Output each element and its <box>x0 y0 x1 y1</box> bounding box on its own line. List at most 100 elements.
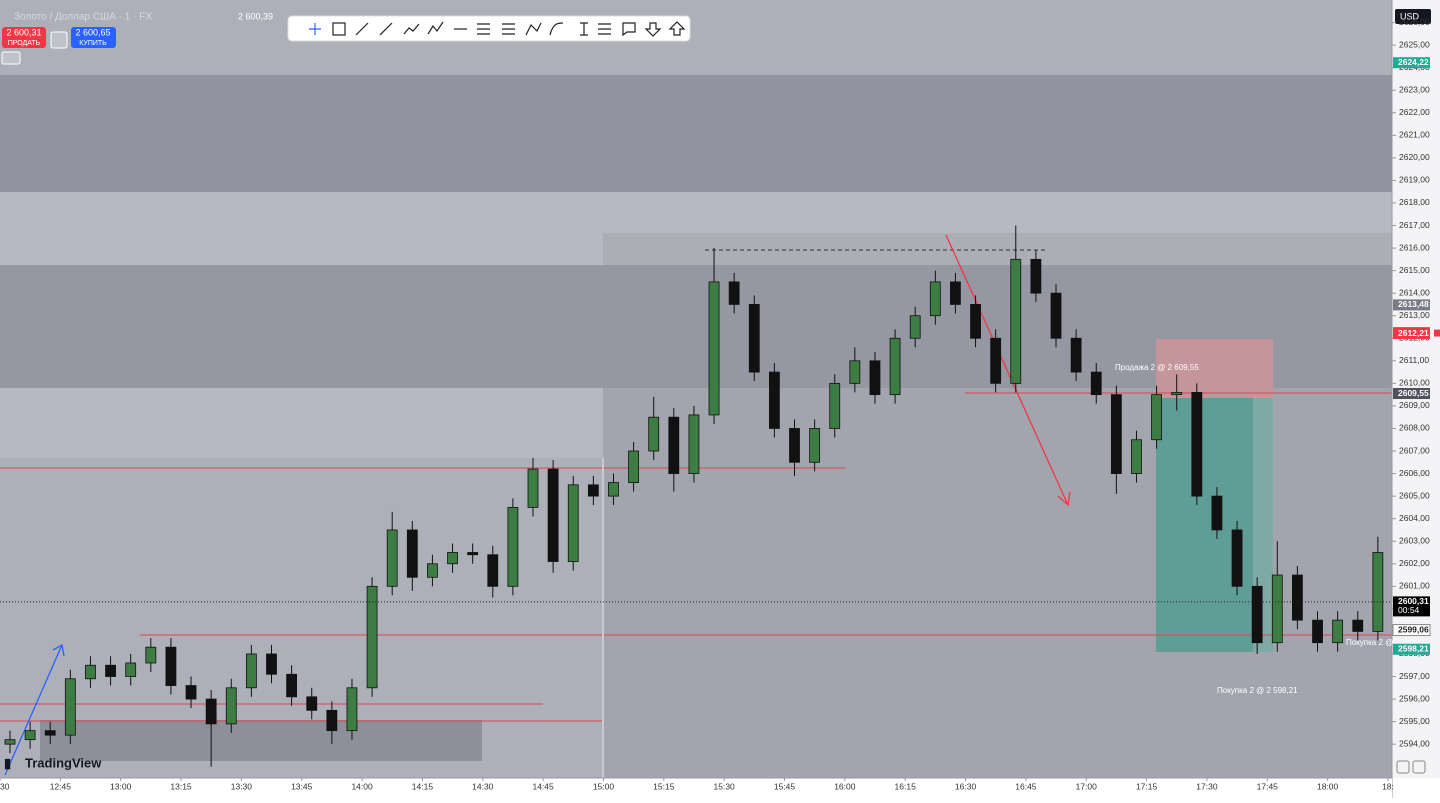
x-tick-label: 14:45 <box>532 781 554 791</box>
buy-button[interactable] <box>71 27 116 48</box>
symbol-title[interactable]: Золото / Доллар США · 1 · FX <box>14 12 152 23</box>
tool-ray[interactable] <box>379 22 393 36</box>
tool-rect[interactable] <box>332 22 346 36</box>
candle-body <box>386 529 398 587</box>
quantity[interactable] <box>50 31 68 49</box>
y-tick-label: 2605,00 <box>1399 490 1430 500</box>
sell-label[interactable]: ПРОДАТЬ <box>8 40 41 47</box>
candle-body <box>266 653 277 675</box>
candle-body <box>527 468 539 508</box>
x-tick-label: 17:15 <box>1136 781 1158 791</box>
brand-logo[interactable]: ▮ <box>4 755 11 770</box>
y-tick-label: 2594,00 <box>1399 738 1430 748</box>
buy-label[interactable]: КУПИТЬ <box>79 40 107 47</box>
candle-body <box>668 416 680 474</box>
candle-body <box>869 360 881 396</box>
x-tick-label: 16:45 <box>1015 781 1037 791</box>
price-marker-label: 2609,55 <box>1398 388 1429 398</box>
buy-price[interactable]: 2 600,65 <box>75 27 110 37</box>
candle-body <box>1291 574 1303 621</box>
sell-button[interactable] <box>2 27 46 48</box>
brand[interactable]: TradingView <box>25 755 102 770</box>
zoom-button[interactable] <box>1412 760 1426 774</box>
price-marker-label: 2612,21 <box>1398 328 1429 338</box>
sell-price[interactable]: 2 600,31 <box>6 27 41 37</box>
tool-pattern[interactable] <box>427 21 444 35</box>
tool-down[interactable] <box>644 22 662 37</box>
candle-body <box>547 468 559 562</box>
candle-body <box>1030 258 1042 294</box>
y-tick-label: 2603,00 <box>1399 535 1430 545</box>
x-tick-label: 13:45 <box>291 781 313 791</box>
tool-channel[interactable] <box>502 23 515 35</box>
tool-brush[interactable] <box>525 22 542 36</box>
candle-body <box>507 506 519 587</box>
order-annotation: Покупка 2 @ <box>1346 638 1393 647</box>
y-tick-label: 2604,00 <box>1399 513 1430 523</box>
toolbar-icons <box>309 21 686 37</box>
y-tick-label: 2595,00 <box>1399 716 1430 726</box>
price-marker-label: 2624,22 <box>1398 57 1429 67</box>
candle-body <box>245 653 257 689</box>
candle-body <box>1070 337 1082 373</box>
candle-body <box>205 698 217 725</box>
tool-list[interactable] <box>598 23 611 35</box>
y-tick-label: 2617,00 <box>1399 220 1430 230</box>
x-tick-label: 13:00 <box>110 781 132 791</box>
currency[interactable]: USD <box>1400 11 1420 21</box>
candle-body <box>185 685 197 700</box>
tool-cross[interactable] <box>309 23 321 35</box>
candle-body <box>286 673 298 698</box>
y-tick-label: 2611,00 <box>1399 355 1429 365</box>
ohlc-header: 2 600,39 <box>238 11 273 21</box>
y-tick-label: 2608,00 <box>1399 423 1430 433</box>
candle-body <box>809 428 821 463</box>
y-tick-label: 2607,00 <box>1399 445 1430 455</box>
candle-body <box>1090 371 1102 396</box>
tool-fib[interactable] <box>477 23 490 35</box>
tool-curve[interactable] <box>549 22 564 36</box>
tool-up[interactable] <box>668 21 686 36</box>
tool-path[interactable] <box>403 23 420 35</box>
candle-body <box>1171 391 1183 396</box>
tool-line[interactable] <box>355 22 369 36</box>
candle-body <box>728 281 740 305</box>
collapse-button[interactable] <box>1 51 21 65</box>
candle-body <box>587 484 599 497</box>
y-tick-label: 2625,00 <box>1399 39 1430 49</box>
zone <box>0 75 1392 192</box>
y-tick-label: 2620,00 <box>1399 152 1430 162</box>
candle-body <box>326 709 338 732</box>
price-marker <box>1393 388 1430 400</box>
candle-body <box>44 730 56 736</box>
candle-body <box>1332 619 1344 644</box>
x-tick-label: 17:45 <box>1257 781 1279 791</box>
order-annotation: Продажа 2 @ 2 609,55 <box>1115 363 1199 372</box>
candle-body <box>447 552 458 565</box>
tool-text[interactable] <box>580 22 588 36</box>
zoom-button[interactable] <box>1396 760 1410 774</box>
candle-body <box>427 563 438 578</box>
candle-body <box>628 450 639 483</box>
candle-body <box>789 428 800 463</box>
trend-arrow <box>945 234 1069 506</box>
y-tick-label: 2623,00 <box>1399 84 1430 94</box>
candle-body <box>1050 292 1062 339</box>
candle-body <box>950 281 961 305</box>
x-tick-label: 14:15 <box>412 781 434 791</box>
x-tick-label: 12:45 <box>50 781 72 791</box>
y-tick-label: 2614,00 <box>1399 287 1430 297</box>
candle-body <box>648 416 660 452</box>
candle-body <box>366 585 378 689</box>
y-tick-label: 2616,00 <box>1399 242 1430 252</box>
trend-arrow <box>4 644 63 776</box>
side-marker <box>1434 330 1440 337</box>
candle-body <box>85 664 96 680</box>
tool-note[interactable] <box>622 22 636 37</box>
y-tick-label: 2626,00 <box>1399 17 1430 27</box>
price-marker <box>1393 643 1430 655</box>
y-tick-label: 2601,00 <box>1399 581 1430 591</box>
currency-button[interactable] <box>1395 9 1431 24</box>
candle-body <box>990 337 1002 384</box>
